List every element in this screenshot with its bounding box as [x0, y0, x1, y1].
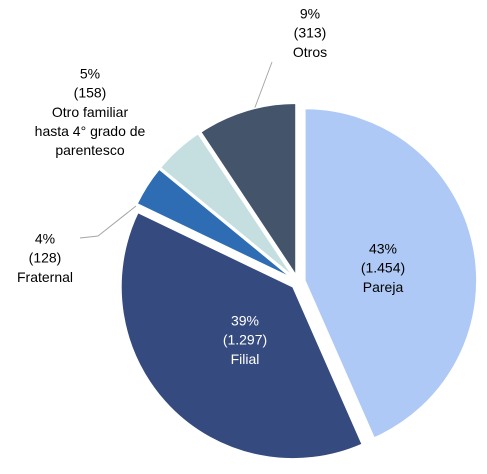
count-label: (128)	[29, 250, 62, 266]
pie-slice	[199, 102, 297, 278]
percent-label: 4%	[35, 231, 55, 247]
category-label: Pareja	[363, 279, 404, 295]
pie-slice	[159, 132, 294, 278]
percent-label: 9%	[300, 6, 320, 22]
pie-slice	[304, 107, 478, 439]
category-label: Otros	[293, 44, 327, 60]
category-label: Filial	[231, 351, 260, 367]
percent-label: 43%	[369, 241, 397, 257]
count-label: (1.454)	[361, 260, 405, 276]
percent-label: 5%	[80, 66, 100, 82]
category-label: Fraternal	[17, 269, 73, 285]
pie-slice	[120, 211, 364, 460]
leader-line	[79, 205, 137, 239]
pie-slice	[136, 168, 293, 279]
category-label: Otro familiar hasta 4° grado de parentesco	[35, 104, 146, 158]
count-label: (1.297)	[223, 332, 267, 348]
count-label: (313)	[294, 25, 327, 41]
percent-label: 39%	[231, 313, 259, 329]
count-label: (158)	[74, 85, 107, 101]
